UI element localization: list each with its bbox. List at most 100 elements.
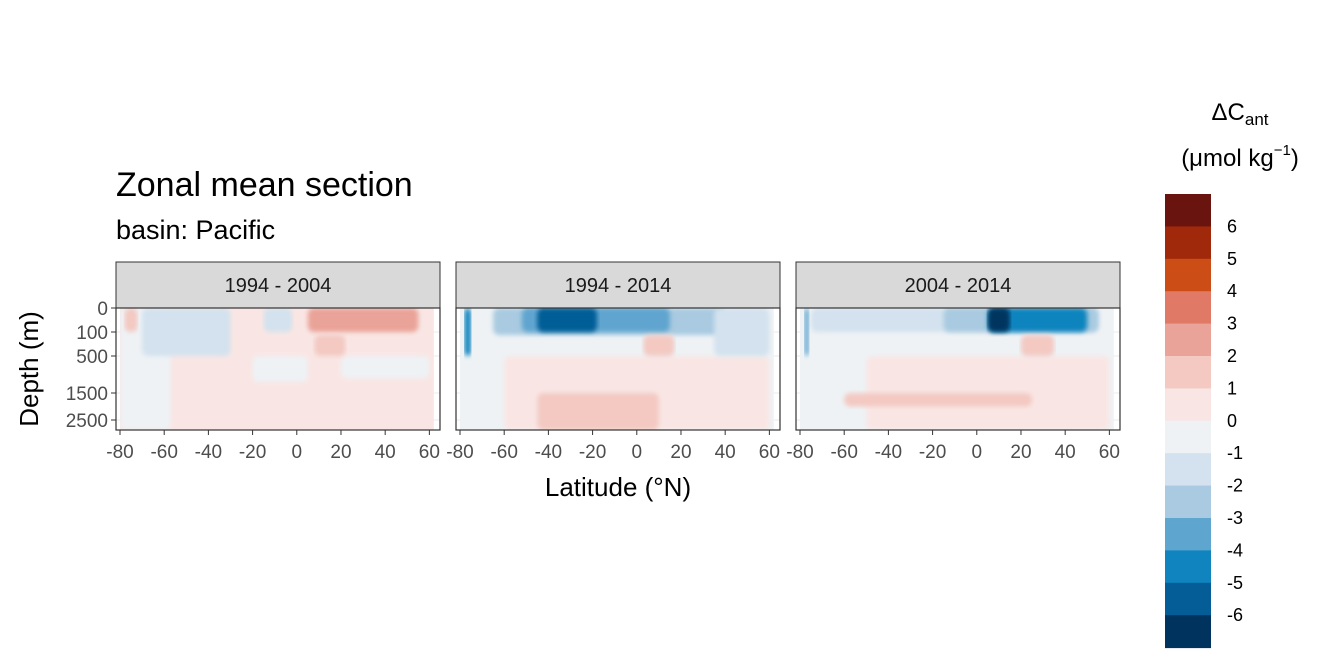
x-tick-label: -20 [919, 442, 946, 463]
x-tick-label: -40 [875, 442, 902, 463]
legend-tick-label: -6 [1227, 605, 1243, 625]
contour-field [460, 308, 774, 430]
contour-field [120, 308, 434, 430]
legend-tick-label: -3 [1227, 508, 1243, 528]
legend-swatch [1165, 420, 1211, 454]
legend-title-main: ΔC [1211, 99, 1244, 126]
legend-title: ΔCant [1211, 99, 1268, 129]
x-tick-label: -80 [446, 442, 473, 463]
y-tick-label: 0 [97, 299, 108, 320]
facet-strip [115, 261, 441, 309]
x-tick-label: -80 [106, 442, 133, 463]
legend-tick-label: -2 [1227, 476, 1243, 496]
contour-region [314, 335, 346, 356]
legend-tick-label: -4 [1227, 540, 1243, 560]
contour-region [464, 308, 472, 356]
legend-colorbar [1165, 194, 1211, 649]
legend-tick-label: 0 [1227, 411, 1237, 431]
legend-units-main: (μmol kg [1181, 145, 1274, 172]
legend-swatch [1165, 323, 1211, 357]
x-tick-label: -40 [195, 442, 222, 463]
panel-border [115, 307, 441, 431]
contour-region [537, 308, 598, 332]
y-axis: 0 100 500 1500 2500 [66, 299, 116, 432]
legend-units: (μmol kg−1) [1181, 142, 1299, 172]
contour-region [714, 308, 770, 356]
x-tick-label: 20 [1010, 442, 1031, 463]
y-tick-label: 100 [76, 323, 108, 344]
legend-swatch [1165, 550, 1211, 584]
chart-title: Zonal mean section [116, 166, 413, 204]
x-tick-label: 60 [759, 442, 780, 463]
x-tick-label: 0 [631, 442, 642, 463]
legend-swatch [1165, 582, 1211, 616]
facet-strip-label: 1994 - 2004 [225, 275, 332, 297]
legend-swatch [1165, 615, 1211, 649]
x-tick-label: 40 [715, 442, 736, 463]
x-tick-label: 0 [291, 442, 302, 463]
facet-strip-label: 2004 - 2014 [905, 275, 1012, 297]
legend-swatch [1165, 485, 1211, 519]
panel-border [795, 307, 1121, 431]
x-tick-label: -20 [239, 442, 266, 463]
contour-region [537, 393, 659, 430]
contour-region [643, 335, 675, 356]
facet-panel: 2004 - 2014 -80 -60 -40 -20 0 20 40 60 [786, 261, 1121, 463]
x-tick-label: 20 [330, 442, 351, 463]
contour-region [307, 308, 419, 332]
x-tick-label: -60 [490, 442, 517, 463]
x-tick-label: 60 [419, 442, 440, 463]
chart-subtitle: basin: Pacific [116, 215, 275, 245]
y-tick-label: 500 [76, 347, 108, 368]
x-tick-label: -60 [150, 442, 177, 463]
facet-panel: 1994 - 2004 -80 -60 -40 -20 0 20 40 60 [106, 261, 441, 463]
contour-region [142, 308, 231, 356]
y-axis-title: Depth (m) [14, 311, 44, 427]
contour-region [340, 356, 430, 379]
legend-swatch [1165, 356, 1211, 389]
legend-swatch [1165, 518, 1211, 551]
y-tick-label: 1500 [66, 384, 108, 405]
legend-units-close: ) [1291, 145, 1299, 172]
legend-tick-label: 5 [1227, 249, 1237, 269]
x-tick-label: 20 [670, 442, 691, 463]
legend-swatch [1165, 194, 1211, 227]
legend-tick-label: 3 [1227, 314, 1237, 334]
legend-tick-label: 2 [1227, 346, 1237, 366]
legend-tick-label: -5 [1227, 573, 1243, 593]
x-tick-label: -40 [535, 442, 562, 463]
contour-region [804, 308, 809, 356]
contour-region [252, 356, 308, 382]
contour-region [263, 308, 293, 332]
contour-region [987, 308, 1088, 332]
y-tick-label: 2500 [66, 411, 108, 432]
legend-tick-label: 1 [1227, 378, 1237, 398]
x-tick-label: -20 [579, 442, 606, 463]
color-legend: ΔCant (μmol kg−1) 6 5 4 3 2 1 0 -1 -2 -3 -4 -5 -6 [1165, 99, 1299, 649]
legend-tick-labels: 6 5 4 3 2 1 0 -1 -2 -3 -4 -5 -6 [1227, 216, 1243, 625]
legend-swatch [1165, 453, 1211, 487]
x-tick-label: 40 [1055, 442, 1076, 463]
x-axis-title: Latitude (°N) [545, 472, 691, 502]
contour-region [844, 393, 1033, 407]
legend-units-sup: −1 [1274, 142, 1291, 159]
legend-swatch [1165, 226, 1211, 260]
legend-swatch [1165, 291, 1211, 325]
contour-region [987, 308, 1010, 332]
legend-tick-label: 4 [1227, 281, 1237, 301]
legend-swatch [1165, 258, 1211, 292]
x-tick-label: 40 [375, 442, 396, 463]
legend-tick-label: 6 [1227, 216, 1237, 236]
legend-tick-label: -1 [1227, 443, 1243, 463]
facet-panel: 1994 - 2014 -80 -60 -40 -20 0 20 40 60 [446, 261, 781, 463]
x-tick-label: 0 [971, 442, 982, 463]
x-tick-label: -80 [786, 442, 813, 463]
contour-field [800, 308, 1114, 430]
contour-region [124, 308, 138, 332]
legend-swatch [1165, 388, 1211, 422]
panel-border [455, 307, 781, 431]
x-tick-label: 60 [1099, 442, 1120, 463]
facet-strip-label: 1994 - 2014 [565, 275, 672, 297]
